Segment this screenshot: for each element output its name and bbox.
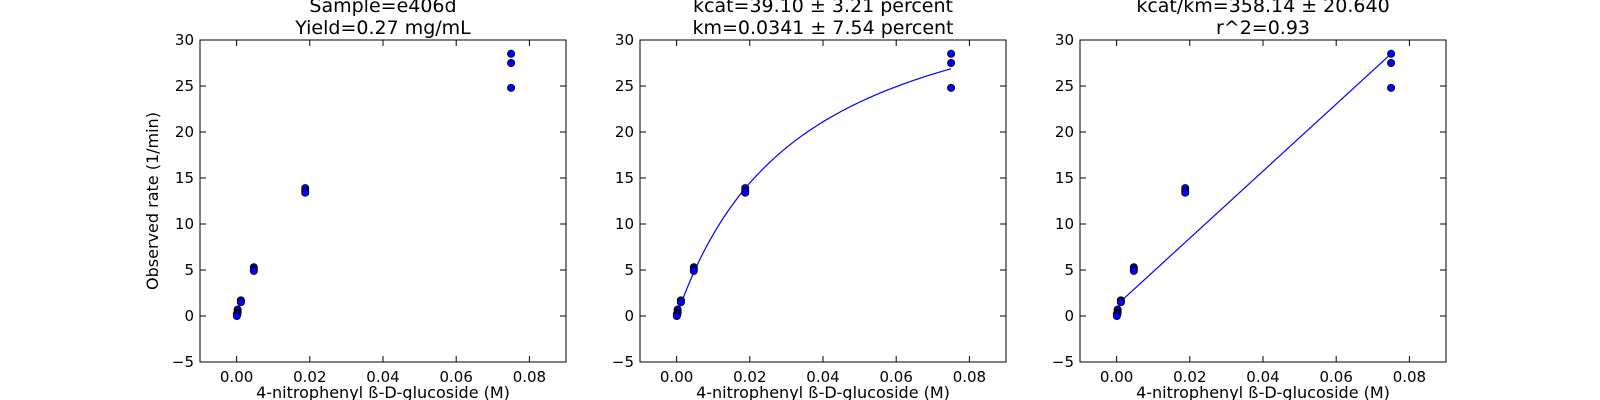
chart-title-line-2: r^2=0.93 [1216,17,1310,39]
linear-fit-line [1120,53,1392,302]
data-point [507,83,516,92]
data-point [947,83,956,92]
y-tick-label: 30 [175,31,194,49]
y-tick-label: 10 [175,215,194,233]
y-tick-label: −5 [172,353,194,371]
data-point [1129,266,1138,275]
data-point [676,298,685,307]
y-tick-label: 15 [1055,169,1074,187]
y-tick-label: 15 [615,169,634,187]
y-tick-label: 20 [1055,123,1074,141]
data-point [236,298,245,307]
y-tick-label: 25 [1055,77,1074,95]
data-point [507,49,516,58]
x-tick-label: 0.06 [439,368,472,386]
y-axis-label: Observed rate (1/min) [143,112,162,290]
data-point [507,59,516,68]
data-point [689,266,698,275]
y-tick-label: 20 [615,123,634,141]
data-point [947,49,956,58]
x-tick-label: 0.00 [220,368,253,386]
chart-title-line-2: km=0.0341 ± 7.54 percent [692,17,953,39]
data-point [1387,49,1396,58]
x-axis-label: 4-nitrophenyl ß-D-glucoside (M) [1136,383,1390,400]
data-point [1181,188,1190,197]
y-tick-label: 10 [615,215,634,233]
data-point [1387,83,1396,92]
x-axis-label: 4-nitrophenyl ß-D-glucoside (M) [696,383,950,400]
x-tick-label: 0.02 [733,368,766,386]
y-tick-label: 30 [615,31,634,49]
y-tick-label: 5 [1064,261,1074,279]
data-point [1116,298,1125,307]
axes-frame [639,39,1007,363]
data-point [301,188,310,197]
y-tick-label: 15 [175,169,194,187]
chart-title-line-1: kcat/km=358.14 ± 20.640 [1136,0,1389,17]
data-point [232,311,241,320]
michaelis-menten-fit-curve [676,68,952,317]
data-point [1112,311,1121,320]
x-tick-label: 0.02 [1173,368,1206,386]
x-tick-label: 0.08 [1393,368,1426,386]
y-tick-label: 30 [1055,31,1074,49]
x-axis-label: 4-nitrophenyl ß-D-glucoside (M) [256,383,510,400]
y-tick-label: 0 [624,307,634,325]
y-tick-label: 5 [184,261,194,279]
data-point [947,59,956,68]
x-tick-label: 0.00 [1100,368,1133,386]
y-tick-label: 25 [175,77,194,95]
y-tick-label: −5 [612,353,634,371]
data-point [1387,59,1396,68]
y-tick-label: 0 [1064,307,1074,325]
chart-title-line-1: kcat=39.10 ± 3.21 percent [693,0,953,17]
axes-frame [199,39,567,363]
y-tick-label: 25 [615,77,634,95]
x-tick-label: 0.06 [879,368,912,386]
axes-frame [1079,39,1447,363]
x-tick-label: 0.08 [953,368,986,386]
y-tick-label: 20 [175,123,194,141]
x-tick-label: 0.04 [1246,368,1279,386]
x-tick-label: 0.04 [806,368,839,386]
chart-title-line-2: Yield=0.27 mg/mL [294,17,471,39]
x-tick-label: 0.04 [366,368,399,386]
data-point [249,266,258,275]
y-tick-label: 0 [184,307,194,325]
data-point [672,311,681,320]
x-tick-label: 0.06 [1319,368,1352,386]
y-tick-label: −5 [1052,353,1074,371]
y-tick-label: 10 [1055,215,1074,233]
y-tick-label: 5 [624,261,634,279]
x-tick-label: 0.02 [293,368,326,386]
x-tick-label: 0.08 [513,368,546,386]
x-tick-label: 0.00 [660,368,693,386]
data-point [741,188,750,197]
chart-title-line-1: Sample=e406d [309,0,456,17]
